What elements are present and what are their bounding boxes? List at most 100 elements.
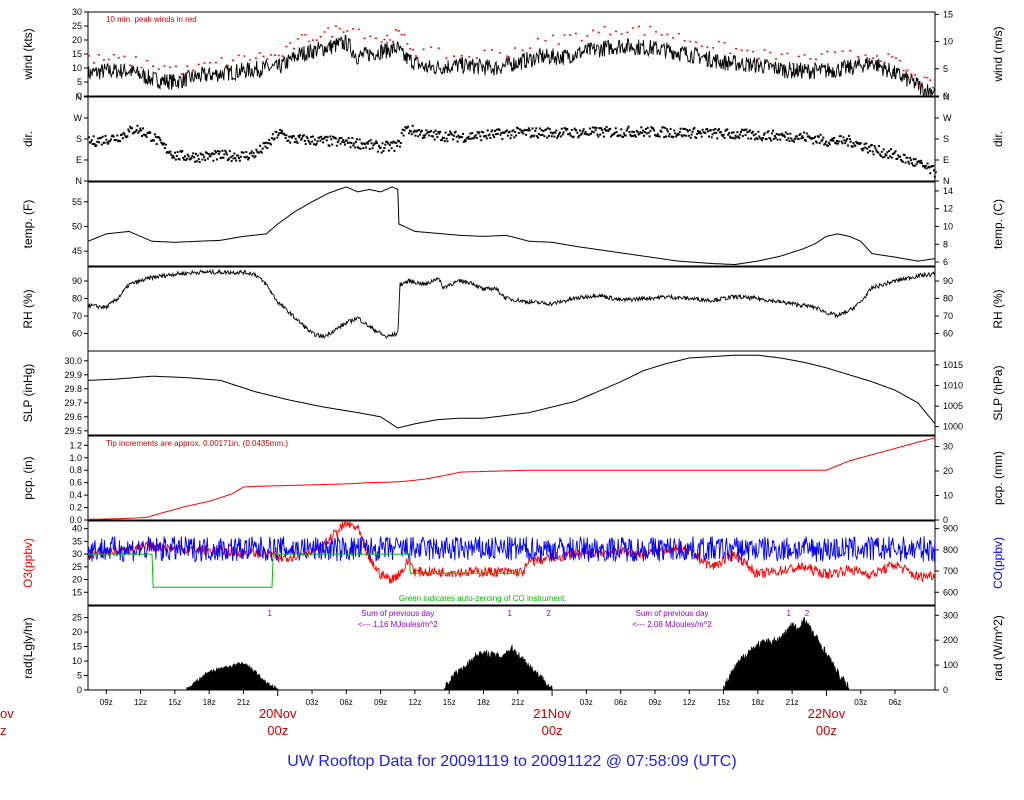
- x-tick-label: 06z: [340, 698, 353, 707]
- direction-dot: [601, 131, 604, 134]
- x-tick-label: 18z: [477, 698, 490, 707]
- direction-dot: [467, 135, 470, 138]
- y-tick-label-right: 60: [943, 329, 953, 339]
- direction-dot: [634, 135, 637, 138]
- direction-dot: [469, 132, 472, 135]
- direction-dot: [451, 133, 454, 136]
- direction-dot: [592, 131, 595, 134]
- direction-dot: [144, 134, 147, 137]
- y-tick-label-left: 0.8: [69, 465, 82, 475]
- peak-wind-mark: [654, 31, 657, 33]
- direction-dot: [854, 144, 857, 147]
- direction-dot: [306, 137, 309, 140]
- direction-dot: [841, 142, 844, 145]
- direction-dot: [629, 133, 632, 136]
- direction-dot: [348, 141, 351, 144]
- direction-dot: [726, 128, 729, 131]
- direction-dot: [723, 136, 726, 139]
- direction-dot: [743, 128, 746, 131]
- direction-dot: [228, 150, 231, 153]
- direction-dot: [496, 132, 499, 135]
- y-tick-label-left: 0.4: [69, 490, 82, 500]
- x-tick-label: 12z: [683, 698, 696, 707]
- direction-dot: [184, 155, 187, 158]
- direction-dot: [284, 137, 287, 140]
- direction-dot: [238, 159, 241, 162]
- direction-dot: [334, 137, 337, 140]
- direction-dot: [506, 134, 509, 137]
- direction-dot: [832, 139, 835, 142]
- direction-dot: [211, 152, 214, 155]
- peak-wind-mark: [386, 34, 389, 37]
- direction-dot: [805, 132, 808, 135]
- direction-dot: [778, 133, 781, 136]
- direction-dot: [665, 135, 668, 138]
- direction-dot: [391, 141, 394, 144]
- direction-dot: [462, 132, 465, 135]
- direction-dot: [635, 129, 638, 132]
- direction-dot: [673, 129, 676, 132]
- y-tick-label-right: 1005: [943, 401, 963, 411]
- direction-dot: [194, 160, 197, 163]
- peak-wind-mark: [392, 40, 395, 43]
- peak-wind-mark: [929, 79, 932, 81]
- direction-dot: [607, 129, 610, 132]
- direction-dot: [107, 142, 110, 145]
- peak-wind-mark: [460, 54, 463, 57]
- direction-dot: [93, 143, 96, 146]
- direction-dot: [672, 135, 675, 138]
- y-tick-label-left: 0.6: [69, 478, 82, 488]
- direction-dot: [421, 136, 424, 139]
- direction-dot: [589, 127, 592, 130]
- direction-dot: [249, 152, 252, 155]
- direction-dot: [598, 127, 601, 130]
- direction-dot: [163, 146, 166, 149]
- direction-dot: [90, 139, 93, 142]
- peak-wind-mark: [292, 47, 295, 50]
- direction-dot: [268, 138, 271, 141]
- panel-rad: 0 5 10 15 20 25 0 100 200 300 rad(Lgly/hr) rad (W/m…: [21, 605, 1005, 695]
- direction-dot: [924, 164, 927, 167]
- direction-dot: [591, 126, 594, 129]
- direction-dot: [864, 146, 867, 149]
- direction-dot: [277, 134, 280, 137]
- direction-dot: [347, 137, 350, 140]
- direction-dot: [926, 162, 929, 165]
- peak-wind-mark: [163, 65, 166, 67]
- direction-dot: [100, 143, 103, 146]
- direction-dot: [430, 129, 433, 132]
- direction-dot: [784, 131, 787, 134]
- direction-dot: [717, 129, 720, 132]
- direction-dot: [420, 129, 423, 132]
- y-tick-label-right: 100: [943, 660, 958, 670]
- direction-dot: [713, 131, 716, 134]
- y-tick-label-left: 29.7: [64, 398, 82, 408]
- x-tick-label: 06z: [614, 698, 627, 707]
- direction-dot: [695, 136, 698, 139]
- series-line-pcp: [88, 437, 936, 520]
- direction-dot: [545, 128, 548, 131]
- peak-wind-mark: [394, 29, 397, 31]
- direction-dot: [514, 131, 517, 134]
- direction-dot: [297, 134, 300, 137]
- direction-dot: [761, 139, 764, 142]
- direction-dot: [625, 129, 628, 132]
- peak-wind-mark: [146, 59, 149, 62]
- direction-dot: [488, 133, 491, 136]
- direction-dot: [381, 142, 384, 145]
- direction-dot: [456, 140, 459, 143]
- peak-wind-mark: [660, 34, 663, 36]
- direction-dot: [814, 135, 817, 138]
- direction-dot: [730, 131, 733, 134]
- direction-dot: [477, 132, 480, 135]
- direction-dot: [141, 127, 144, 130]
- direction-dot: [172, 154, 175, 157]
- direction-dot: [846, 137, 849, 140]
- direction-dot: [752, 134, 755, 137]
- direction-dot: [756, 138, 759, 141]
- peak-wind-mark: [334, 25, 337, 27]
- direction-dot: [814, 140, 817, 143]
- direction-dot: [556, 136, 559, 139]
- peak-wind-mark: [491, 49, 494, 51]
- direction-dot: [760, 137, 763, 140]
